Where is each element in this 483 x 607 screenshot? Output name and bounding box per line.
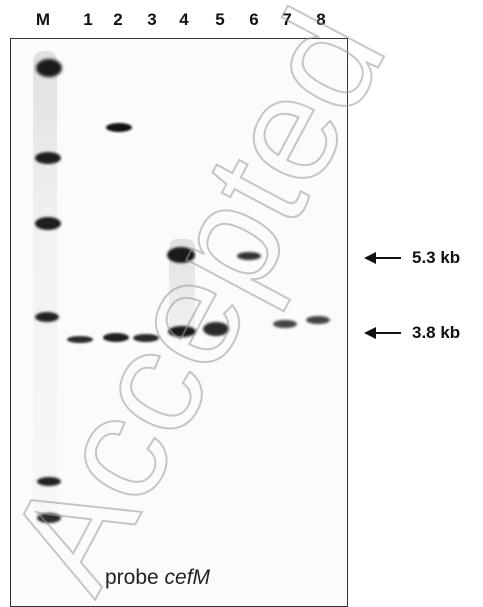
left-arrow-icon [364, 252, 401, 264]
lane-4-5.3kb-band [167, 247, 195, 263]
lane-5-3.8kb-band [203, 322, 229, 336]
marker-band [35, 217, 61, 230]
lane-1-3.8kb-band [67, 336, 93, 343]
lane-6-5.3kb-band [237, 252, 261, 260]
lane-4-3.8kb-band [168, 326, 196, 337]
lane-label-1: 1 [83, 10, 93, 29]
size-marker-5.3kb: 5.3 kb [364, 248, 460, 268]
marker-lane-smear [33, 51, 57, 521]
marker-band [37, 477, 61, 486]
lane-3-3.8kb-band [133, 334, 159, 342]
lane-label-m: M [35, 10, 51, 29]
probe-gene: cefM [164, 566, 211, 589]
lane-2-high-band [106, 123, 132, 132]
marker-band [37, 513, 61, 523]
marker-band [36, 59, 62, 77]
lane-8-band [306, 316, 330, 324]
lane-label-2: 2 [113, 10, 123, 29]
lane-2-3.8kb-band [103, 333, 129, 342]
lane-label-6: 6 [249, 10, 259, 29]
lane-7-band [273, 320, 297, 328]
southern-blot-image [10, 38, 348, 607]
size-marker-label: 5.3 kb [412, 248, 461, 267]
left-arrow-icon [364, 327, 401, 339]
probe-prefix: probe [105, 566, 165, 589]
lane-label-3: 3 [147, 10, 157, 29]
marker-band [35, 152, 61, 164]
lane-label-4: 4 [179, 10, 189, 29]
size-marker-3.8kb: 3.8 kb [364, 323, 460, 343]
lane-label-5: 5 [215, 10, 225, 29]
marker-band [35, 312, 59, 322]
lane-label-8: 8 [316, 10, 326, 29]
probe-label: probe cefM [105, 566, 210, 590]
lane-label-7: 7 [282, 10, 292, 29]
size-marker-label: 3.8 kb [412, 323, 461, 342]
